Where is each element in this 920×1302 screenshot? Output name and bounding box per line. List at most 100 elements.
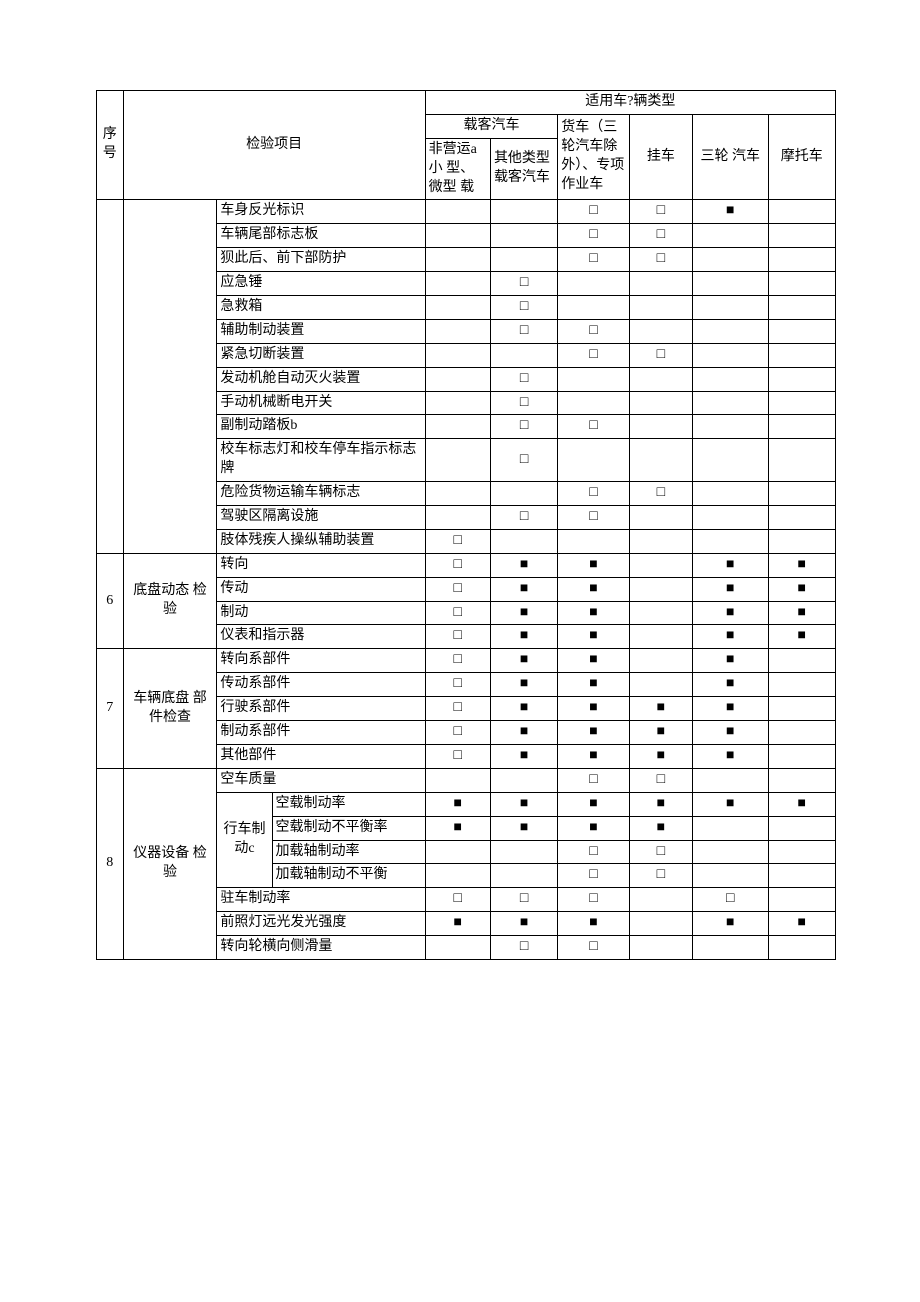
mark-cell bbox=[425, 319, 490, 343]
mark-cell bbox=[425, 391, 490, 415]
mark-cell bbox=[768, 343, 835, 367]
col-c4: 挂车 bbox=[629, 114, 692, 200]
mark-cell bbox=[629, 649, 692, 673]
mark-cell: ■ bbox=[768, 577, 835, 601]
mark-cell bbox=[558, 296, 629, 320]
mark-cell: ■ bbox=[693, 744, 769, 768]
mark-cell: □ bbox=[490, 367, 557, 391]
seq-cell: 8 bbox=[97, 768, 124, 959]
item-label: 空载制动不平衡率 bbox=[272, 816, 425, 840]
mark-cell: □ bbox=[629, 224, 692, 248]
table-row: 车身反光标识□□■ bbox=[97, 200, 836, 224]
mark-cell: ■ bbox=[693, 912, 769, 936]
mark-cell bbox=[768, 248, 835, 272]
mark-cell bbox=[425, 506, 490, 530]
mark-cell bbox=[425, 482, 490, 506]
mark-cell: ■ bbox=[490, 673, 557, 697]
col-c5: 三轮 汽车 bbox=[693, 114, 769, 200]
mark-cell bbox=[425, 768, 490, 792]
mark-cell bbox=[490, 343, 557, 367]
mark-cell bbox=[558, 529, 629, 553]
mark-cell bbox=[629, 319, 692, 343]
mark-cell: □ bbox=[629, 840, 692, 864]
mark-cell: ■ bbox=[693, 577, 769, 601]
mark-cell: □ bbox=[490, 272, 557, 296]
mark-cell: ■ bbox=[490, 912, 557, 936]
seq-header: 序号 bbox=[97, 91, 124, 200]
mark-cell bbox=[768, 319, 835, 343]
mark-cell: ■ bbox=[629, 816, 692, 840]
item-label: 校车标志灯和校车停车指示标志牌 bbox=[217, 439, 425, 482]
cat-cell: 仪器设备 检验 bbox=[123, 768, 217, 959]
mark-cell: □ bbox=[558, 768, 629, 792]
mark-cell bbox=[425, 439, 490, 482]
mark-cell bbox=[768, 816, 835, 840]
mark-cell bbox=[693, 482, 769, 506]
mark-cell bbox=[768, 506, 835, 530]
passenger-group-header: 载客汽车 bbox=[425, 114, 558, 138]
mark-cell: □ bbox=[629, 482, 692, 506]
mark-cell bbox=[693, 840, 769, 864]
mark-cell: ■ bbox=[558, 601, 629, 625]
mark-cell: □ bbox=[558, 415, 629, 439]
mark-cell bbox=[693, 224, 769, 248]
item-label: 狈此后、前下部防护 bbox=[217, 248, 425, 272]
item-label: 副制动踏板b bbox=[217, 415, 425, 439]
mark-cell bbox=[629, 391, 692, 415]
item-label: 危险货物运输车辆标志 bbox=[217, 482, 425, 506]
mark-cell: □ bbox=[558, 343, 629, 367]
mark-cell: ■ bbox=[693, 553, 769, 577]
mark-cell bbox=[490, 840, 557, 864]
mark-cell: □ bbox=[425, 625, 490, 649]
item-label: 转向 bbox=[217, 553, 425, 577]
mark-cell bbox=[693, 864, 769, 888]
mark-cell: ■ bbox=[425, 792, 490, 816]
mark-cell: □ bbox=[490, 319, 557, 343]
mark-cell: ■ bbox=[490, 649, 557, 673]
mark-cell bbox=[629, 936, 692, 960]
mark-cell bbox=[425, 248, 490, 272]
item-label: 驾驶区隔离设施 bbox=[217, 506, 425, 530]
col-c2: 其他类型载客汽车 bbox=[490, 138, 557, 200]
mark-cell: □ bbox=[629, 768, 692, 792]
mark-cell: ■ bbox=[629, 792, 692, 816]
item-label: 前照灯远光发光强度 bbox=[217, 912, 425, 936]
mark-cell: □ bbox=[490, 439, 557, 482]
item-label: 传动 bbox=[217, 577, 425, 601]
mark-cell bbox=[425, 272, 490, 296]
item-label: 车辆尾部标志板 bbox=[217, 224, 425, 248]
mark-cell: ■ bbox=[490, 697, 557, 721]
mark-cell: ■ bbox=[558, 697, 629, 721]
item-label: 手动机械断电开关 bbox=[217, 391, 425, 415]
mark-cell: ■ bbox=[768, 601, 835, 625]
mark-cell bbox=[768, 936, 835, 960]
mark-cell bbox=[693, 272, 769, 296]
subgroup-label: 行车制动c bbox=[217, 792, 272, 888]
mark-cell: ■ bbox=[629, 721, 692, 745]
mark-cell: ■ bbox=[490, 625, 557, 649]
mark-cell bbox=[768, 840, 835, 864]
item-label: 空车质量 bbox=[217, 768, 425, 792]
item-label: 发动机舱自动灭火装置 bbox=[217, 367, 425, 391]
item-label: 驻车制动率 bbox=[217, 888, 425, 912]
mark-cell bbox=[693, 768, 769, 792]
mark-cell: ■ bbox=[425, 816, 490, 840]
mark-cell: ■ bbox=[558, 577, 629, 601]
mark-cell bbox=[490, 768, 557, 792]
mark-cell: □ bbox=[490, 415, 557, 439]
mark-cell: ■ bbox=[558, 744, 629, 768]
cat-cell: 底盘动态 检验 bbox=[123, 553, 217, 649]
item-label: 制动 bbox=[217, 601, 425, 625]
mark-cell bbox=[490, 224, 557, 248]
mark-cell: ■ bbox=[768, 625, 835, 649]
mark-cell: □ bbox=[558, 864, 629, 888]
mark-cell: □ bbox=[490, 936, 557, 960]
item-label: 空载制动率 bbox=[272, 792, 425, 816]
mark-cell: ■ bbox=[558, 816, 629, 840]
mark-cell bbox=[768, 721, 835, 745]
mark-cell bbox=[768, 482, 835, 506]
mark-cell: □ bbox=[425, 673, 490, 697]
mark-cell bbox=[629, 888, 692, 912]
mark-cell bbox=[768, 744, 835, 768]
mark-cell bbox=[693, 529, 769, 553]
